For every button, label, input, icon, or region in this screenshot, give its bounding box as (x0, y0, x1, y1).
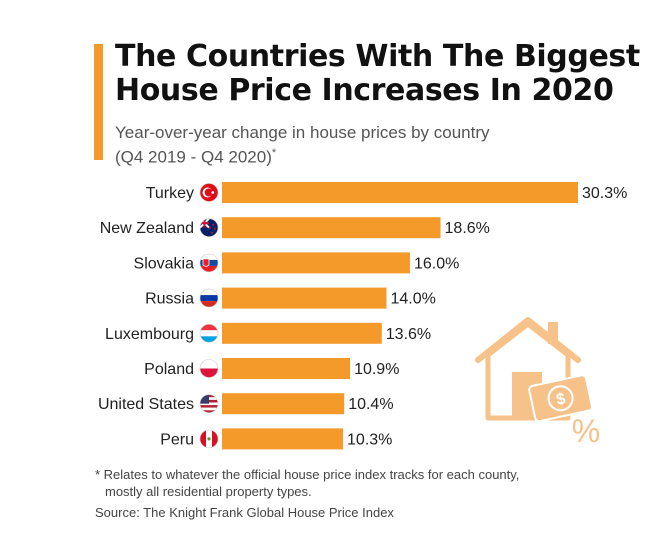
bar-row: Slovakia 16.0% (134, 252, 459, 274)
value-label: 10.9% (354, 361, 399, 378)
chimney-icon (548, 322, 558, 344)
bar (222, 322, 382, 344)
svg-text:$: $ (555, 390, 567, 408)
category-label: Poland (144, 361, 194, 378)
house-price-illustration-icon: $% (475, 317, 600, 449)
value-label: 16.0% (414, 255, 459, 272)
category-label: Peru (160, 431, 194, 448)
bar (222, 393, 345, 415)
subtitle-line-2: (Q4 2019 - Q4 2020)* (115, 143, 635, 168)
category-label: Turkey (146, 185, 194, 202)
bar-row: New Zealand 18.6% (100, 217, 490, 239)
footnote: * Relates to whatever the official house… (95, 466, 615, 500)
peru-flag-icon (199, 429, 219, 449)
footnote-line-1: * Relates to whatever the official house… (95, 467, 520, 482)
chart-title: The Countries With The Biggest House Pri… (115, 40, 645, 108)
title-line-2: House Price Increases In 2020 (115, 73, 614, 108)
chart-subtitle: Year-over-year change in house prices by… (115, 122, 635, 168)
value-label: 18.6% (445, 220, 490, 237)
category-label: New Zealand (100, 220, 194, 237)
category-label: Luxembourg (105, 326, 194, 343)
bar-row: United States 10.4% (98, 393, 394, 415)
category-label: Slovakia (134, 255, 195, 272)
slovakia-flag-icon (199, 253, 219, 273)
bar (222, 182, 578, 203)
value-label: 10.3% (347, 431, 392, 448)
bar-rows: Turkey 30.3% New Zealand 18.6% Slovakia 16.0%… (98, 182, 627, 450)
bar-row: Turkey 30.3% (146, 182, 627, 203)
bar (222, 287, 387, 309)
value-label: 10.4% (348, 396, 393, 413)
subtitle-footnote-mark: * (271, 147, 277, 159)
category-label: United States (98, 396, 194, 413)
title-accent-bar (94, 44, 103, 160)
bar (222, 252, 410, 274)
bar-row: Russia 14.0% (145, 287, 436, 309)
category-label: Russia (145, 291, 194, 308)
title-line-1: The Countries With The Biggest (115, 39, 640, 74)
bar (222, 428, 344, 450)
new-zealand-flag-icon (199, 218, 219, 237)
bar-row: Luxembourg 13.6% (105, 322, 431, 344)
russia-flag-icon (199, 288, 219, 308)
turkey-flag-icon (199, 183, 219, 202)
subtitle-period: (Q4 2019 - Q4 2020) (115, 147, 272, 167)
house-roof-icon (475, 317, 581, 363)
footnote-line-2: mostly all residential property types. (105, 484, 312, 499)
percent-sign-icon: % (572, 413, 600, 449)
poland-flag-icon (199, 359, 219, 378)
bar (222, 217, 441, 239)
luxembourg-flag-icon (199, 323, 219, 343)
value-label: 14.0% (390, 291, 435, 308)
bar (222, 358, 351, 379)
value-label: 30.3% (582, 185, 627, 202)
value-label: 13.6% (386, 326, 431, 343)
united-states-flag-icon (199, 394, 219, 414)
bar-row: Poland 10.9% (144, 358, 399, 379)
subtitle-line-1: Year-over-year change in house prices by… (115, 123, 490, 142)
source-note: Source: The Knight Frank Global House Pr… (95, 505, 394, 520)
bar-row: Peru 10.3% (160, 428, 392, 450)
price-tag-icon: $ (528, 374, 593, 423)
